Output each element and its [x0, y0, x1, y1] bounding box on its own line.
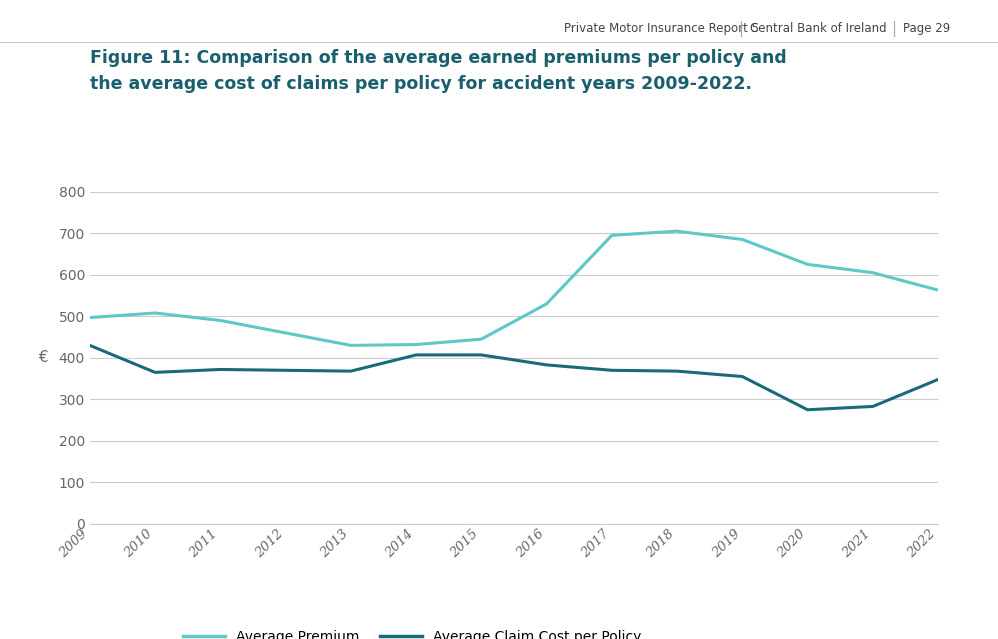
- Text: Central Bank of Ireland: Central Bank of Ireland: [750, 22, 887, 35]
- Text: €: €: [38, 350, 48, 366]
- Text: the average cost of claims per policy for accident years 2009-2022.: the average cost of claims per policy fo…: [90, 75, 751, 93]
- Text: |: |: [890, 20, 896, 37]
- Text: Private Motor Insurance Report 5: Private Motor Insurance Report 5: [564, 22, 758, 35]
- Text: Figure 11: Comparison of the average earned premiums per policy and: Figure 11: Comparison of the average ear…: [90, 49, 786, 67]
- Text: Page 29: Page 29: [903, 22, 950, 35]
- Text: |: |: [738, 20, 744, 37]
- Legend: Average Premium, Average Claim Cost per Policy: Average Premium, Average Claim Cost per …: [178, 624, 647, 639]
